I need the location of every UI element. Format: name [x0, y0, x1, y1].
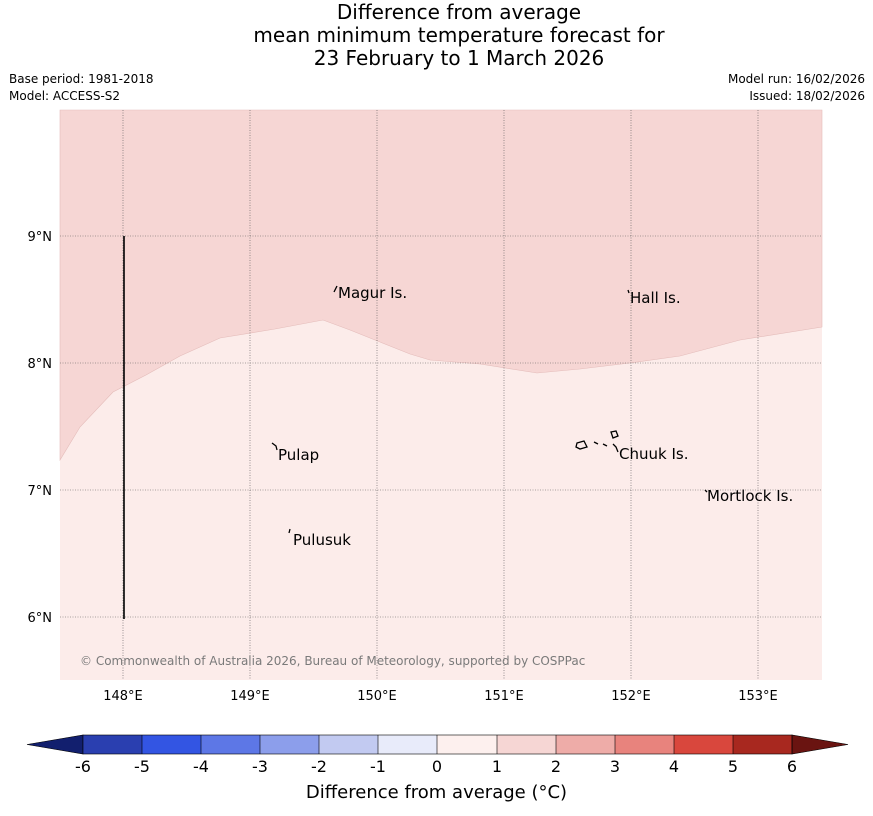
lat-label-7n: 7°N: [28, 484, 53, 499]
island-hall: [627, 289, 630, 294]
lon-label-153e: 153°E: [738, 689, 778, 704]
island-outlines: [271, 285, 708, 534]
colorbar-bin-m5-m4: [142, 735, 201, 754]
colorbar-bin-m3-m2: [260, 735, 319, 754]
model-name: Model: ACCESS-S2: [9, 89, 121, 103]
colorbar: [26, 734, 849, 755]
copyright-notice: © Commonwealth of Australia 2026, Bureau…: [80, 654, 585, 668]
colorbar-bin-2-3: [556, 735, 615, 754]
base-period: Base period: 1981-2018: [9, 72, 154, 86]
lon-label-151e: 151°E: [484, 689, 524, 704]
colorbar-bin-m4-m3: [201, 735, 260, 754]
meta-right: Model run: 16/02/2026 Issued: 18/02/2026: [728, 71, 865, 105]
colorbar-extend-high: [791, 734, 849, 755]
lat-label-8n: 8°N: [28, 357, 53, 372]
colorbar-bin-1-2: [497, 735, 556, 754]
anomaly-band-1-2: [59, 109, 823, 462]
place-label-magur: Magur Is.: [338, 284, 407, 302]
model-run: Model run: 16/02/2026: [727, 72, 865, 86]
colorbar-tick-3: 3: [610, 757, 620, 776]
colorbar-bin-3-4: [615, 735, 674, 754]
lat-label-6n: 6°N: [28, 611, 53, 626]
colorbar-tick-4: 4: [669, 757, 679, 776]
island-mortlock: [704, 489, 708, 493]
place-label-mortlock: Mortlock Is.: [707, 487, 793, 505]
issued-date: Issued: 18/02/2026: [749, 89, 865, 103]
title-line-1: Difference from average: [336, 0, 582, 24]
colorbar-bin-m2-m1: [319, 735, 378, 754]
lat-label-9n: 9°N: [28, 230, 53, 245]
lon-label-150e: 150°E: [357, 689, 397, 704]
meta-left: Base period: 1981-2018 Model: ACCESS-S2: [9, 71, 154, 105]
island-pulap: [271, 442, 278, 451]
colorbar-tick-m6: -6: [75, 757, 91, 776]
colorbar-title: Difference from average (°C): [305, 782, 568, 803]
lon-label-149e: 149°E: [230, 689, 270, 704]
colorbar-tick-5: 5: [728, 757, 738, 776]
colorbar-tick-m5: -5: [134, 757, 150, 776]
island-magur: [333, 285, 338, 293]
colorbar-tick-6: 6: [787, 757, 797, 776]
place-label-pulap: Pulap: [278, 446, 319, 464]
place-label-pulusuk: Pulusuk: [293, 531, 351, 549]
island-chuuk-lagoon: [575, 430, 619, 453]
colorbar-tick-2: 2: [551, 757, 561, 776]
colorbar-bin-0-1: [437, 735, 497, 754]
colorbar-frame: [82, 734, 793, 755]
colorbar-extend-low: [26, 734, 84, 755]
colorbar-tick-m4: -4: [193, 757, 209, 776]
island-pulusuk: [288, 528, 291, 534]
colorbar-bin-m1-0: [378, 735, 437, 754]
lon-label-148e: 148°E: [103, 689, 143, 704]
place-label-hall: Hall Is.: [630, 289, 681, 307]
gridlines: [60, 110, 822, 680]
title-line-2: mean minimum temperature forecast for: [253, 23, 665, 47]
colorbar-tick-m3: -3: [252, 757, 268, 776]
colorbar-bin-5-6: [733, 735, 792, 754]
colorbar-bin-m6-m5: [83, 735, 142, 754]
colorbar-dividers: [141, 735, 734, 754]
lon-label-152e: 152°E: [611, 689, 651, 704]
colorbar-bin-4-5: [674, 735, 733, 754]
colorbar-tick-m1: -1: [370, 757, 386, 776]
colorbar-tick-0: 0: [432, 757, 442, 776]
title-line-3: 23 February to 1 March 2026: [313, 46, 605, 70]
colorbar-tick-1: 1: [492, 757, 502, 776]
place-label-chuuk: Chuuk Is.: [619, 445, 688, 463]
colorbar-tick-m2: -2: [311, 757, 327, 776]
